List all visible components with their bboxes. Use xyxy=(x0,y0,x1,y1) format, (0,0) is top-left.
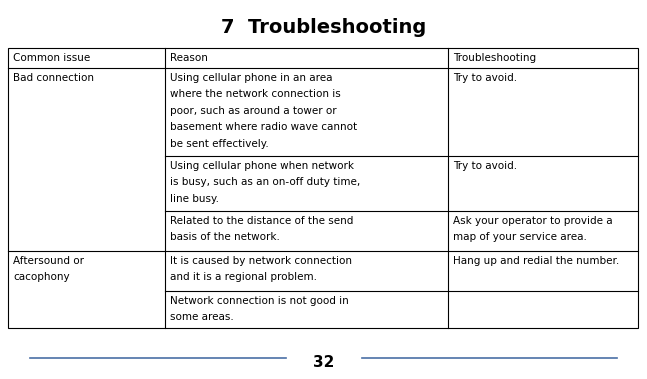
Text: 7  Troubleshooting: 7 Troubleshooting xyxy=(221,18,426,37)
Text: It is caused by network connection
and it is a regional problem.: It is caused by network connection and i… xyxy=(170,256,352,282)
Text: Troubleshooting: Troubleshooting xyxy=(453,53,536,63)
Text: Related to the distance of the send
basis of the network.: Related to the distance of the send basi… xyxy=(170,216,353,243)
Bar xyxy=(8,48,638,328)
Text: Hang up and redial the number.: Hang up and redial the number. xyxy=(453,256,619,266)
Text: Try to avoid.: Try to avoid. xyxy=(453,161,517,171)
Text: 32: 32 xyxy=(313,355,334,370)
Text: Try to avoid.: Try to avoid. xyxy=(453,73,517,83)
Text: Aftersound or
cacophony: Aftersound or cacophony xyxy=(13,256,84,282)
Text: Using cellular phone in an area
where the network connection is
poor, such as ar: Using cellular phone in an area where th… xyxy=(170,73,357,149)
Text: Ask your operator to provide a
map of your service area.: Ask your operator to provide a map of yo… xyxy=(453,216,613,243)
Text: Using cellular phone when network
is busy, such as an on-off duty time,
line bus: Using cellular phone when network is bus… xyxy=(170,161,360,204)
Text: Bad connection: Bad connection xyxy=(13,73,94,83)
Text: Reason: Reason xyxy=(170,53,208,63)
Text: Common issue: Common issue xyxy=(13,53,90,63)
Text: Network connection is not good in
some areas.: Network connection is not good in some a… xyxy=(170,296,349,323)
